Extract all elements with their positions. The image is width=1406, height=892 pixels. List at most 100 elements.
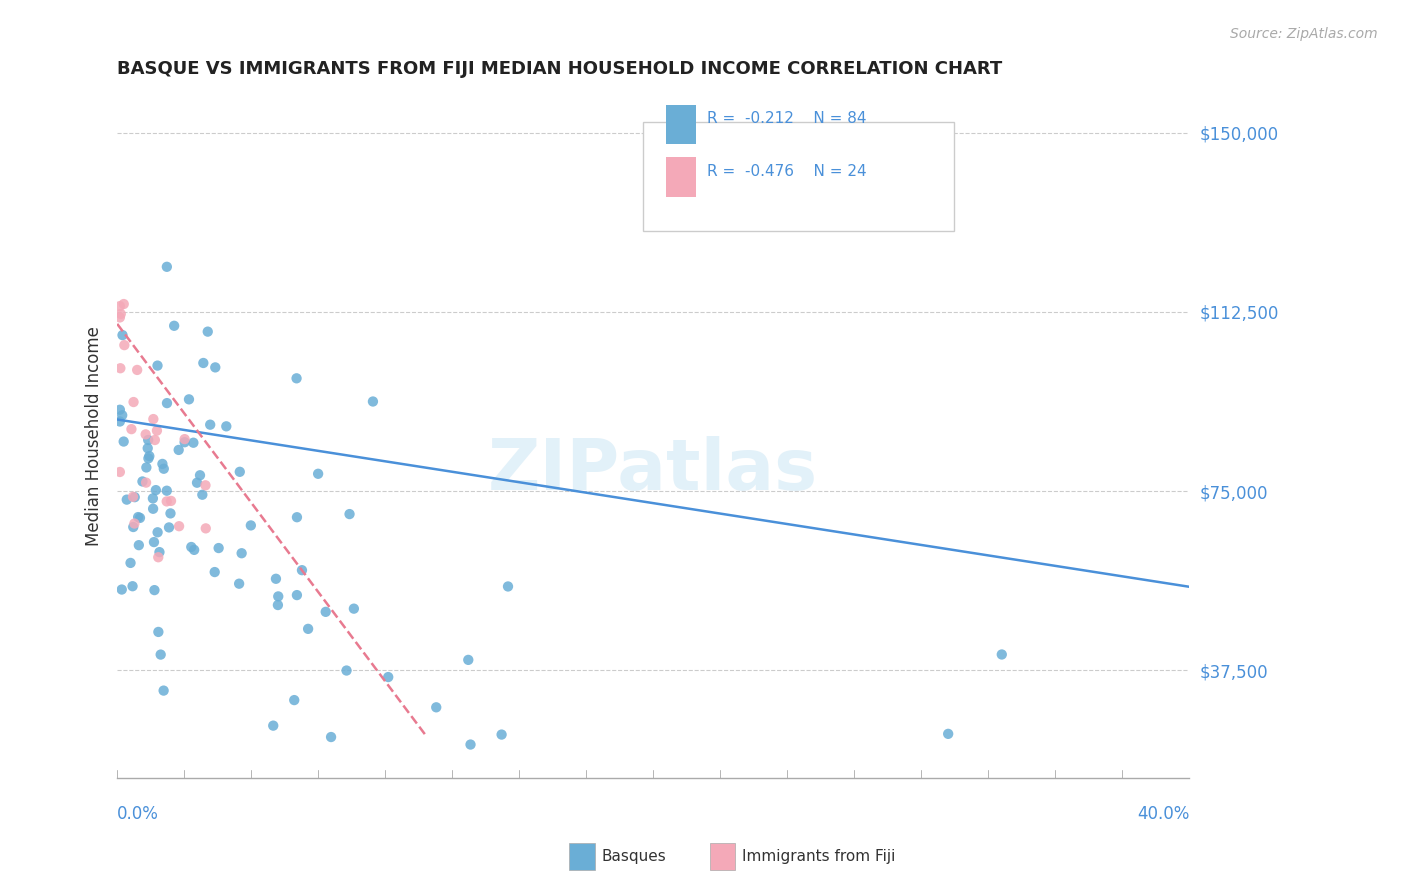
Point <box>228 576 250 591</box>
Y-axis label: Median Household Income: Median Household Income <box>86 326 103 546</box>
Point <box>425 700 447 714</box>
Point <box>229 465 252 479</box>
Point <box>120 422 142 436</box>
Point <box>239 518 262 533</box>
Point <box>188 468 211 483</box>
Point <box>285 510 308 524</box>
Point <box>129 511 152 525</box>
Point <box>127 510 149 524</box>
Point <box>149 648 172 662</box>
Point <box>163 318 186 333</box>
Text: R =  -0.212    N = 84: R = -0.212 N = 84 <box>707 111 866 126</box>
Point <box>152 683 174 698</box>
FancyBboxPatch shape <box>643 122 953 231</box>
Point <box>180 540 202 554</box>
Point <box>194 521 217 535</box>
Point <box>142 491 165 506</box>
Point <box>111 409 134 423</box>
Point <box>122 520 145 534</box>
Point <box>460 738 482 752</box>
Point <box>159 507 181 521</box>
Point <box>319 730 342 744</box>
Point <box>307 467 329 481</box>
Text: R =  -0.476    N = 24: R = -0.476 N = 24 <box>707 164 866 179</box>
Point <box>148 550 170 565</box>
Point <box>156 396 179 410</box>
Point <box>291 563 314 577</box>
Point <box>146 525 169 540</box>
Point <box>108 402 131 417</box>
Point <box>136 441 159 455</box>
Bar <box>710 843 735 870</box>
Point <box>143 433 166 447</box>
Point <box>204 360 226 375</box>
Text: Immigrants from Fiji: Immigrants from Fiji <box>742 849 896 863</box>
Point <box>335 664 357 678</box>
Point <box>136 433 159 447</box>
Point <box>142 501 165 516</box>
Point <box>122 490 145 504</box>
Point <box>121 579 143 593</box>
Point <box>204 565 226 579</box>
Point <box>146 424 169 438</box>
Point <box>457 653 479 667</box>
Point <box>108 310 131 325</box>
Point <box>157 520 180 534</box>
Point <box>148 545 170 559</box>
Text: 40.0%: 40.0% <box>1137 805 1189 823</box>
Point <box>122 395 145 409</box>
Text: Source: ZipAtlas.com: Source: ZipAtlas.com <box>1230 27 1378 41</box>
Point <box>167 442 190 457</box>
Point <box>108 415 131 429</box>
Bar <box>569 843 595 870</box>
Point <box>200 417 222 432</box>
Point <box>108 465 131 479</box>
Point <box>167 519 190 533</box>
Point <box>361 394 384 409</box>
Point <box>215 419 238 434</box>
Point <box>120 556 142 570</box>
Point <box>112 297 135 311</box>
Point <box>186 475 208 490</box>
Text: ZIPatlas: ZIPatlas <box>488 436 818 505</box>
Point <box>152 457 174 471</box>
Point <box>194 478 217 492</box>
Point <box>160 494 183 508</box>
Point <box>143 535 166 549</box>
Point <box>156 494 179 508</box>
Point <box>496 579 519 593</box>
Point <box>343 601 366 615</box>
Point <box>124 490 146 504</box>
Point <box>285 371 308 385</box>
Point <box>135 475 157 490</box>
Point <box>127 363 149 377</box>
Bar <box>666 104 696 145</box>
Point <box>145 483 167 497</box>
Point <box>991 648 1014 662</box>
Point <box>193 356 215 370</box>
Point <box>128 538 150 552</box>
Point <box>177 392 200 407</box>
Point <box>135 460 157 475</box>
Point <box>285 588 308 602</box>
Point <box>183 542 205 557</box>
Point <box>315 605 337 619</box>
Bar <box>666 157 696 197</box>
Point <box>267 598 290 612</box>
Point <box>207 541 229 555</box>
Text: BASQUE VS IMMIGRANTS FROM FIJI MEDIAN HOUSEHOLD INCOME CORRELATION CHART: BASQUE VS IMMIGRANTS FROM FIJI MEDIAN HO… <box>117 60 1002 78</box>
Point <box>115 492 138 507</box>
Point <box>131 475 153 489</box>
Point <box>191 488 214 502</box>
Point <box>124 516 146 531</box>
Point <box>110 361 132 376</box>
Point <box>111 582 134 597</box>
Point <box>112 434 135 449</box>
Point <box>297 622 319 636</box>
Point <box>143 583 166 598</box>
Point <box>173 432 195 446</box>
Point <box>491 728 513 742</box>
Point <box>377 670 399 684</box>
Point <box>197 325 219 339</box>
Point <box>262 718 284 732</box>
